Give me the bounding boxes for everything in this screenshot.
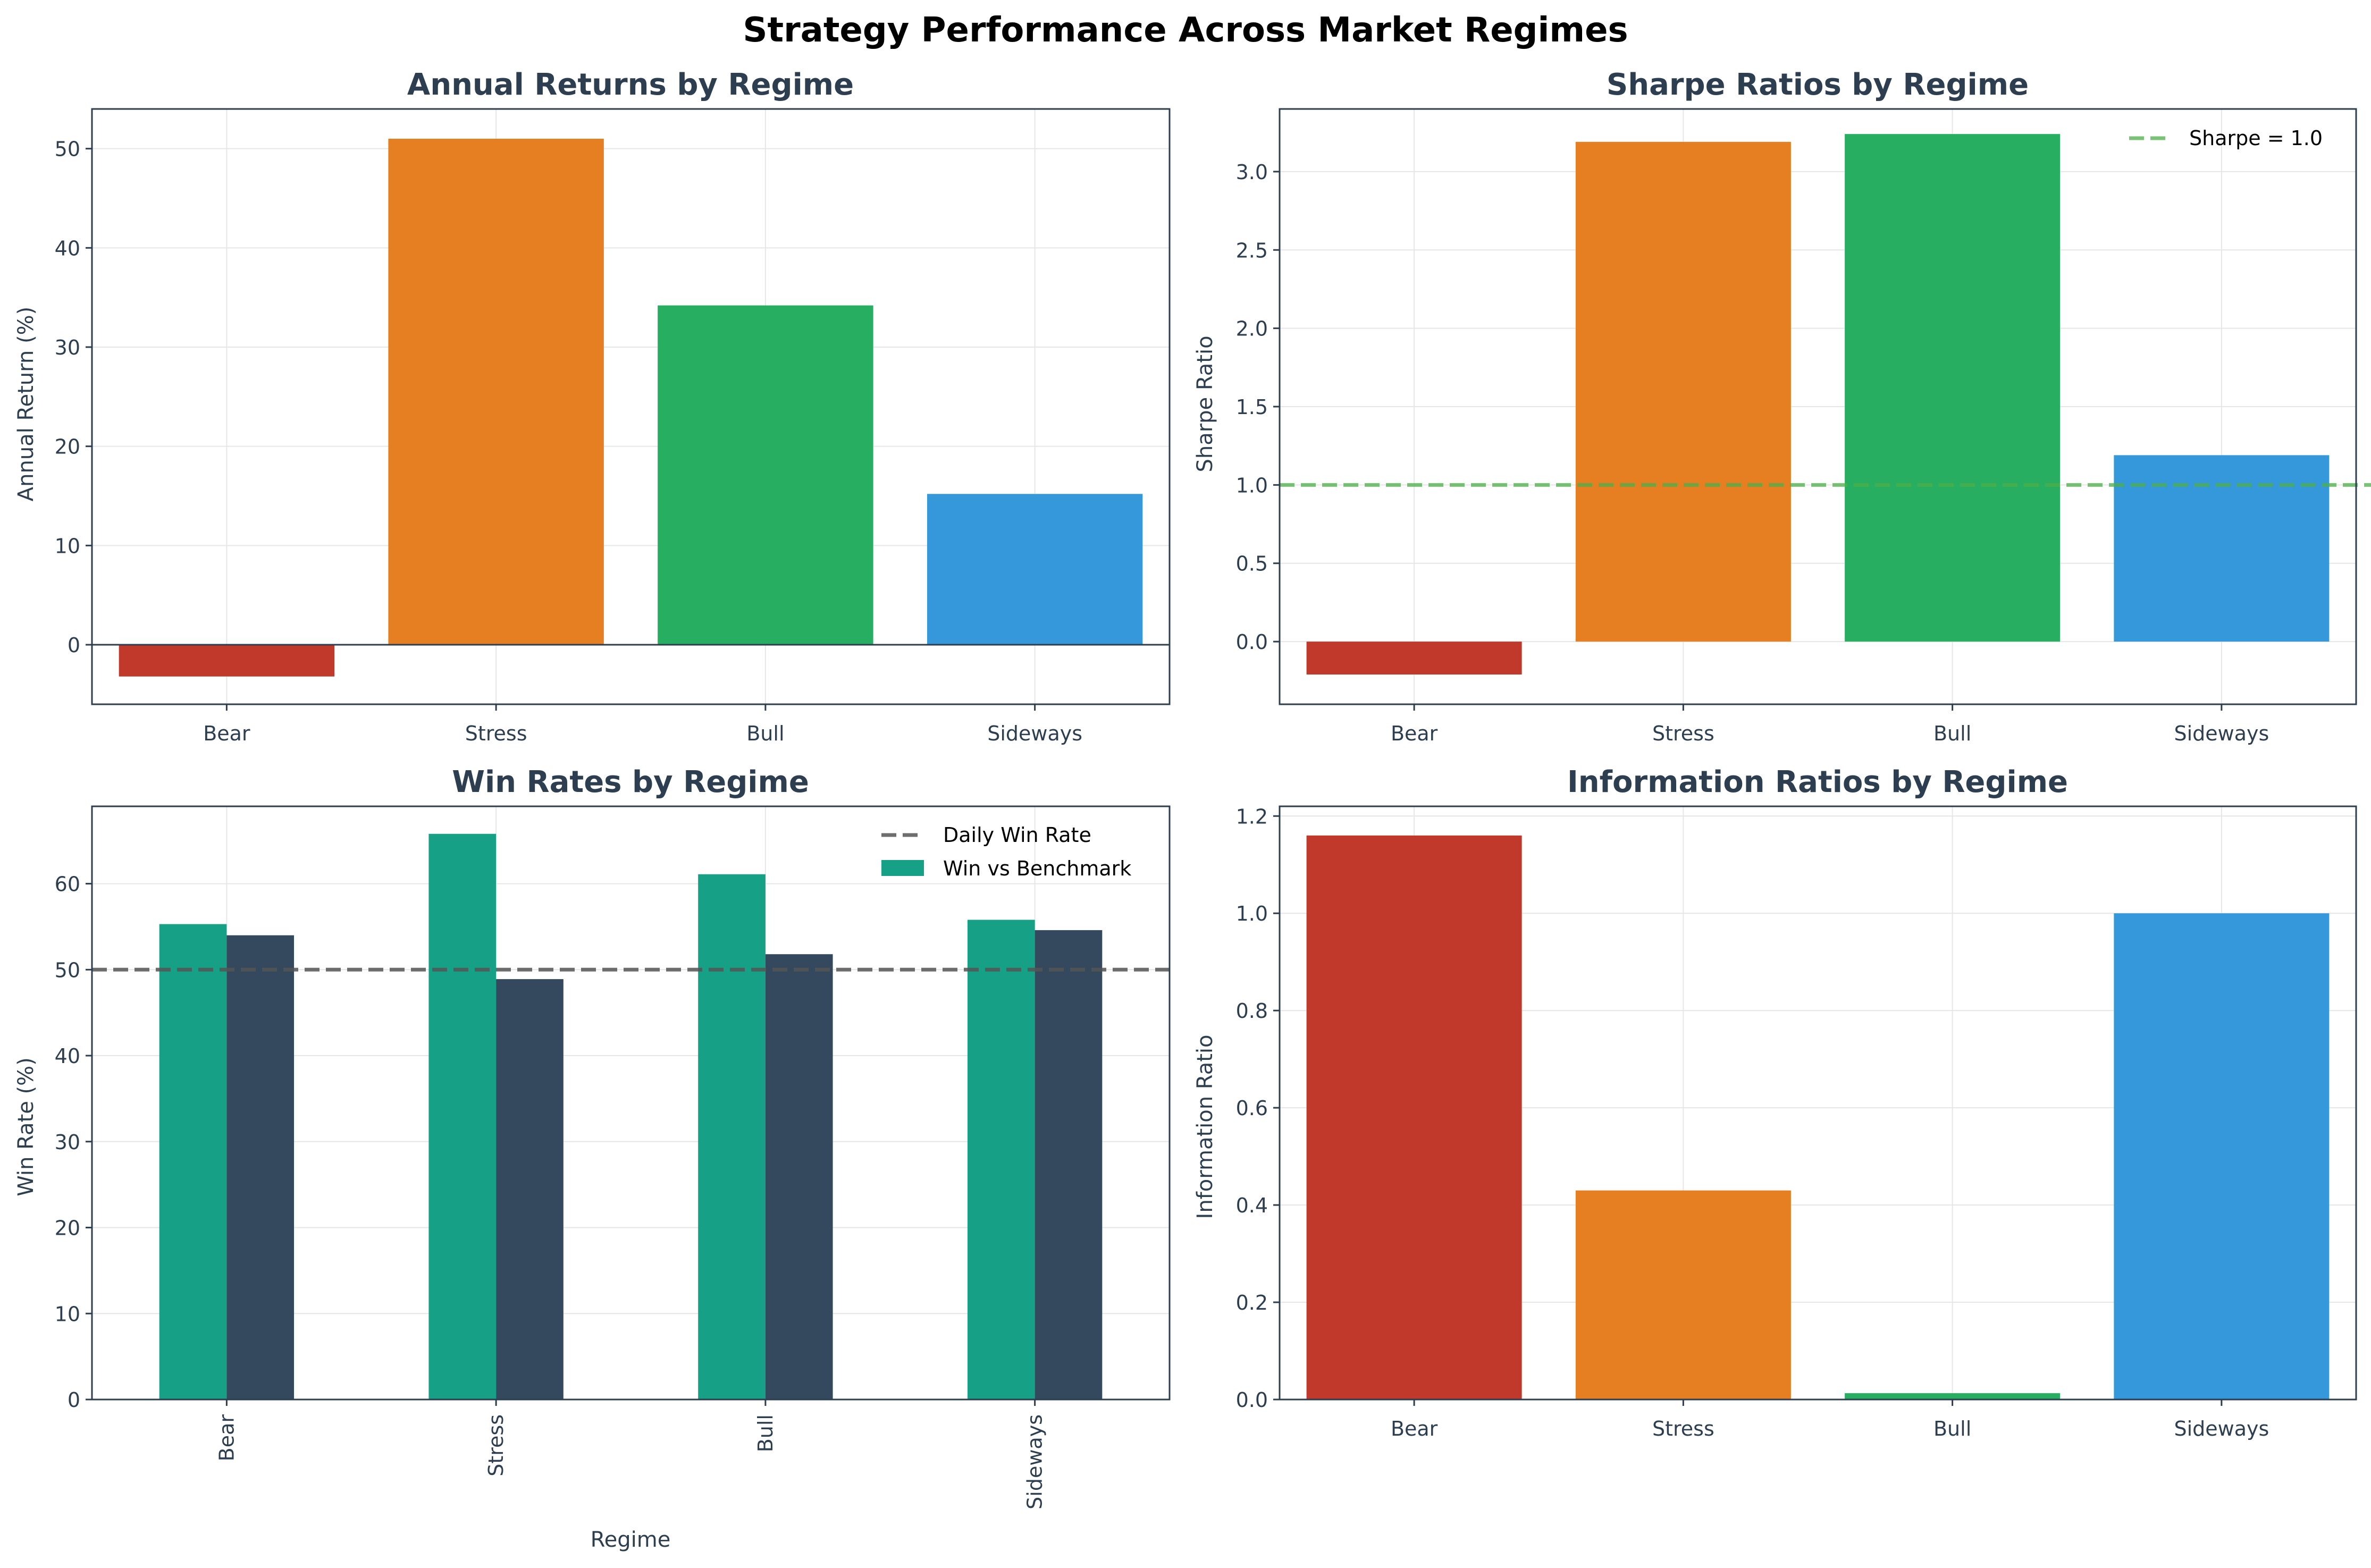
win-rates-ytick-label: 0 — [68, 1388, 80, 1412]
annual-returns-xtick-label-stress: Stress — [465, 722, 527, 745]
win-rates-bar-sideways-s1 — [967, 920, 1035, 1400]
sharpe-ratios-ytick-label: 0.0 — [1236, 630, 1268, 654]
sharpe-ratios-plot: 0.0 0.5 1.0 1.5 2.0 2.5 3.0 Bear Stress Bull Sidew… — [1236, 108, 2371, 745]
sharpe-ratios-xtick-label-sideways: Sideways — [2174, 722, 2269, 745]
annual-returns-bar-bear — [119, 645, 335, 677]
annual-returns-plot: 0 10 20 30 40 50 Bear Stress Bull Sideways — [55, 108, 1171, 745]
win-rates-bar-bull-s1 — [698, 874, 766, 1400]
panel-information-ratios: Information Ratios by Regime Information… — [1193, 765, 2068, 1219]
sharpe-ratios-bar-bear — [1306, 642, 1522, 675]
panel-annual-returns: Annual Returns by Regime Annual Return (… — [14, 68, 854, 501]
win-rates-bar-bull-s2 — [765, 954, 833, 1400]
sharpe-ratios-legend: Sharpe = 1.0 — [2129, 127, 2323, 150]
sharpe-ratios-ytick-label: 3.0 — [1236, 161, 1268, 184]
sharpe-ratios-bar-stress — [1575, 141, 1791, 642]
information-ratios-title: Information Ratios by Regime — [1567, 765, 2068, 799]
annual-returns-ytick-label: 40 — [55, 237, 80, 260]
information-ratios-xtick-label-bear: Bear — [1391, 1417, 1438, 1440]
information-ratios-xtick-label-sideways: Sideways — [2174, 1417, 2269, 1440]
annual-returns-xtick-label-sideways: Sideways — [987, 722, 1082, 745]
win-rates-legend: Daily Win Rate Win vs Benchmark — [881, 823, 1131, 880]
win-rates-bar-bear-s1 — [159, 924, 227, 1400]
win-rates-ytick-label: 10 — [55, 1302, 80, 1326]
panel-win-rates: Win Rates by Regime Win Rate (%) Regime — [14, 765, 809, 1552]
win-rates-ylabel: Win Rate (%) — [14, 1057, 38, 1196]
information-ratios-bar-bear — [1306, 835, 1522, 1400]
sharpe-ratios-ylabel: Sharpe Ratio — [1193, 335, 1217, 472]
information-ratios-frame — [1279, 805, 2357, 1401]
win-rates-ytick-label: 40 — [55, 1044, 80, 1068]
figure-title: Strategy Performance Across Market Regim… — [743, 11, 1628, 50]
win-rates-xtick-label-sideways: Sideways — [1023, 1414, 1047, 1510]
panel-sharpe-ratios: Sharpe Ratios by Regime Sharpe Ratio — [1193, 68, 2029, 473]
sharpe-ratios-ytick-label: 1.0 — [1236, 474, 1268, 497]
annual-returns-ytick-label: 0 — [68, 634, 80, 657]
legend-daily-label: Daily Win Rate — [943, 823, 1091, 847]
annual-returns-ytick-label: 10 — [55, 534, 80, 558]
annual-returns-xtick-label-bull: Bull — [746, 722, 784, 745]
win-rates-ytick-label: 30 — [55, 1131, 80, 1154]
sharpe-ratios-ytick-label: 2.0 — [1236, 317, 1268, 341]
annual-returns-bar-stress — [388, 139, 604, 645]
annual-returns-bar-sideways — [927, 494, 1143, 645]
information-ratios-ytick-label: 0.6 — [1236, 1097, 1268, 1120]
sharpe-ratios-ytick-label: 2.5 — [1236, 239, 1268, 262]
annual-returns-xtick-label-bear: Bear — [203, 722, 250, 745]
information-ratios-ytick-label: 1.0 — [1236, 902, 1268, 925]
win-rates-ytick-label: 20 — [55, 1217, 80, 1240]
win-rates-xtick-label-bear: Bear — [215, 1414, 238, 1462]
win-rates-plot: 0 10 20 30 40 50 60 Bear Stress Bull Sideways Daily… — [55, 805, 1171, 1510]
annual-returns-ytick-label: 30 — [55, 336, 80, 359]
win-rates-ytick-label: 50 — [55, 958, 80, 982]
sharpe-ratios-ytick-label: 0.5 — [1236, 552, 1268, 576]
sharpe-ratios-xtick-label-stress: Stress — [1652, 722, 1714, 745]
annual-returns-ytick-label: 50 — [55, 138, 80, 161]
legend-sharpe-label: Sharpe = 1.0 — [2189, 127, 2323, 150]
sharpe-ratios-xtick-label-bull: Bull — [1933, 722, 1971, 745]
information-ratios-ytick-label: 0.2 — [1236, 1291, 1268, 1314]
information-ratios-xtick-label-stress: Stress — [1652, 1417, 1714, 1440]
win-rates-xtick-label-stress: Stress — [484, 1414, 508, 1477]
win-rates-bar-stress-s2 — [496, 979, 564, 1400]
annual-returns-ylabel: Annual Return (%) — [14, 307, 38, 501]
win-rates-xtick-label-bull: Bull — [754, 1414, 777, 1452]
information-ratios-ylabel: Information Ratio — [1193, 1035, 1217, 1219]
win-rates-ytick-label: 60 — [55, 873, 80, 896]
legend-benchmark-label: Win vs Benchmark — [943, 857, 1131, 880]
information-ratios-xtick-label-bull: Bull — [1933, 1417, 1971, 1440]
information-ratios-ytick-label: 0.0 — [1236, 1388, 1268, 1412]
win-rates-bar-bear-s2 — [226, 935, 295, 1400]
information-ratios-ytick-label: 0.4 — [1236, 1194, 1268, 1217]
information-ratios-plot: 0.0 0.2 0.4 0.6 0.8 1.0 1.2 Bear Stress Bull Sidew… — [1236, 805, 2357, 1440]
sharpe-ratios-xtick-label-bear: Bear — [1391, 722, 1438, 745]
sharpe-ratios-ytick-label: 1.5 — [1236, 395, 1268, 419]
information-ratios-bar-stress — [1575, 1190, 1791, 1400]
annual-returns-ytick-label: 20 — [55, 435, 80, 459]
win-rates-title: Win Rates by Regime — [452, 765, 809, 799]
information-ratios-bar-bull — [1845, 1393, 2061, 1400]
annual-returns-title: Annual Returns by Regime — [407, 68, 854, 102]
legend-benchmark-swatch — [881, 860, 924, 876]
annual-returns-bar-bull — [658, 305, 873, 645]
sharpe-ratios-title: Sharpe Ratios by Regime — [1607, 68, 2029, 102]
information-ratios-ytick-label: 1.2 — [1236, 805, 1268, 828]
sharpe-ratios-bar-bull — [1845, 134, 2061, 642]
win-rates-frame — [91, 805, 1171, 1401]
information-ratios-bar-sideways — [2114, 913, 2330, 1400]
win-rates-bar-stress-s1 — [428, 833, 497, 1400]
information-ratios-ytick-label: 0.8 — [1236, 999, 1268, 1023]
annual-returns-frame — [91, 108, 1171, 705]
win-rates-bar-sideways-s2 — [1035, 930, 1103, 1400]
win-rates-xlabel: Regime — [591, 1528, 671, 1552]
